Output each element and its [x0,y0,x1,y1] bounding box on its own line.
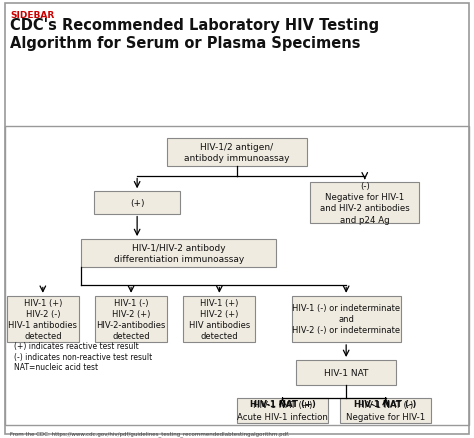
FancyBboxPatch shape [292,296,401,342]
Text: HIV-1 (+)
HIV-2 (+)
HIV antibodies
detected: HIV-1 (+) HIV-2 (+) HIV antibodies detec… [189,298,250,340]
Text: HIV-1 (-)
HIV-2 (+)
HIV-2-antibodies
detected: HIV-1 (-) HIV-2 (+) HIV-2-antibodies det… [96,298,166,340]
FancyBboxPatch shape [95,296,167,342]
Text: HIV-1 NAT (+): HIV-1 NAT (+) [250,399,316,409]
FancyBboxPatch shape [340,398,431,423]
Text: CDC's Recommended Laboratory HIV Testing
Algorithm for Serum or Plasma Specimens: CDC's Recommended Laboratory HIV Testing… [10,18,380,51]
FancyBboxPatch shape [82,240,276,268]
Text: HIV-1 (+)
HIV-2 (-)
HIV-1 antibodies
detected: HIV-1 (+) HIV-2 (-) HIV-1 antibodies det… [9,298,77,340]
Text: (+): (+) [130,198,145,208]
FancyBboxPatch shape [310,183,419,223]
Text: HIV-1 NAT (-): HIV-1 NAT (-) [355,399,417,409]
FancyBboxPatch shape [167,138,307,166]
FancyBboxPatch shape [7,296,79,342]
FancyBboxPatch shape [237,398,328,423]
FancyBboxPatch shape [183,296,255,342]
Text: HIV-1/HIV-2 antibody
differentiation immunoassay: HIV-1/HIV-2 antibody differentiation imm… [114,244,244,264]
Text: (+) indicates reactive test result
(-) indicates non-reactive test result
NAT=nu: (+) indicates reactive test result (-) i… [14,342,152,371]
Text: HIV-1 NAT: HIV-1 NAT [324,368,368,377]
Text: HIV-1 NAT (+)
Acute HIV-1 infection: HIV-1 NAT (+) Acute HIV-1 infection [237,400,328,420]
Text: (-)
Negative for HIV-1
and HIV-2 antibodies
and p24 Ag: (-) Negative for HIV-1 and HIV-2 antibod… [320,182,410,224]
Text: HIV-1 (-) or indeterminate
and
HIV-2 (-) or indeterminate: HIV-1 (-) or indeterminate and HIV-2 (-)… [292,304,400,335]
Text: HIV-1 NAT (-)
Negative for HIV-1: HIV-1 NAT (-) Negative for HIV-1 [346,400,425,420]
FancyBboxPatch shape [94,192,180,214]
Text: HIV-1/2 antigen/
antibody immunoassay: HIV-1/2 antigen/ antibody immunoassay [184,142,290,162]
FancyBboxPatch shape [296,360,396,385]
Text: From the CDC: https://www.cdc.gov/hiv/pdf/guidelines_testing_recommendedlabtesti: From the CDC: https://www.cdc.gov/hiv/pd… [10,430,290,436]
Text: SIDEBAR: SIDEBAR [10,11,55,20]
